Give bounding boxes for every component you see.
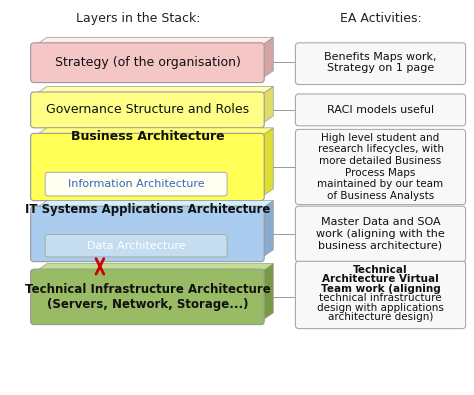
- Text: Business Architecture: Business Architecture: [71, 130, 224, 143]
- Polygon shape: [261, 263, 273, 322]
- Text: Benefits Maps work,
Strategy on 1 page: Benefits Maps work, Strategy on 1 page: [324, 52, 437, 73]
- Text: IT Systems Applications Architecture: IT Systems Applications Architecture: [25, 203, 270, 216]
- Text: High level student and
research lifecycles, with
more detailed Business
Process : High level student and research lifecycl…: [318, 133, 444, 201]
- Text: Data Architecture: Data Architecture: [87, 241, 185, 251]
- Text: Technical: Technical: [353, 265, 408, 275]
- Polygon shape: [34, 128, 273, 137]
- Text: Architecture Virtual: Architecture Virtual: [322, 275, 439, 284]
- Polygon shape: [261, 37, 273, 79]
- Text: design with applications: design with applications: [317, 303, 444, 312]
- FancyBboxPatch shape: [295, 261, 465, 329]
- Text: Technical Infrastructure Architecture
(Servers, Network, Storage...): Technical Infrastructure Architecture (S…: [25, 283, 270, 311]
- Text: Information Architecture: Information Architecture: [68, 179, 204, 189]
- Text: Master Data and SOA
work (aligning with the
business architecture): Master Data and SOA work (aligning with …: [316, 217, 445, 250]
- Polygon shape: [34, 37, 273, 46]
- Polygon shape: [34, 87, 273, 95]
- Polygon shape: [34, 263, 273, 272]
- FancyBboxPatch shape: [31, 43, 264, 83]
- FancyBboxPatch shape: [31, 206, 264, 261]
- FancyBboxPatch shape: [295, 43, 465, 85]
- FancyBboxPatch shape: [295, 130, 465, 205]
- Text: RACI models useful: RACI models useful: [327, 105, 434, 115]
- Polygon shape: [261, 128, 273, 198]
- FancyBboxPatch shape: [45, 235, 227, 257]
- Text: Layers in the Stack:: Layers in the Stack:: [76, 12, 201, 25]
- Text: technical infrastructure: technical infrastructure: [319, 293, 442, 303]
- FancyBboxPatch shape: [31, 92, 264, 128]
- FancyBboxPatch shape: [295, 94, 465, 126]
- Text: architecture design): architecture design): [328, 312, 433, 322]
- FancyBboxPatch shape: [31, 269, 264, 325]
- Polygon shape: [261, 201, 273, 258]
- Text: Governance Structure and Roles: Governance Structure and Roles: [46, 103, 249, 117]
- FancyBboxPatch shape: [31, 134, 264, 201]
- FancyBboxPatch shape: [295, 206, 465, 261]
- Polygon shape: [261, 87, 273, 125]
- Polygon shape: [34, 201, 273, 209]
- Text: Team work (aligning: Team work (aligning: [320, 284, 440, 294]
- FancyBboxPatch shape: [45, 172, 227, 196]
- Text: Strategy (of the organisation): Strategy (of the organisation): [55, 56, 240, 69]
- Text: EA Activities:: EA Activities:: [340, 12, 421, 25]
